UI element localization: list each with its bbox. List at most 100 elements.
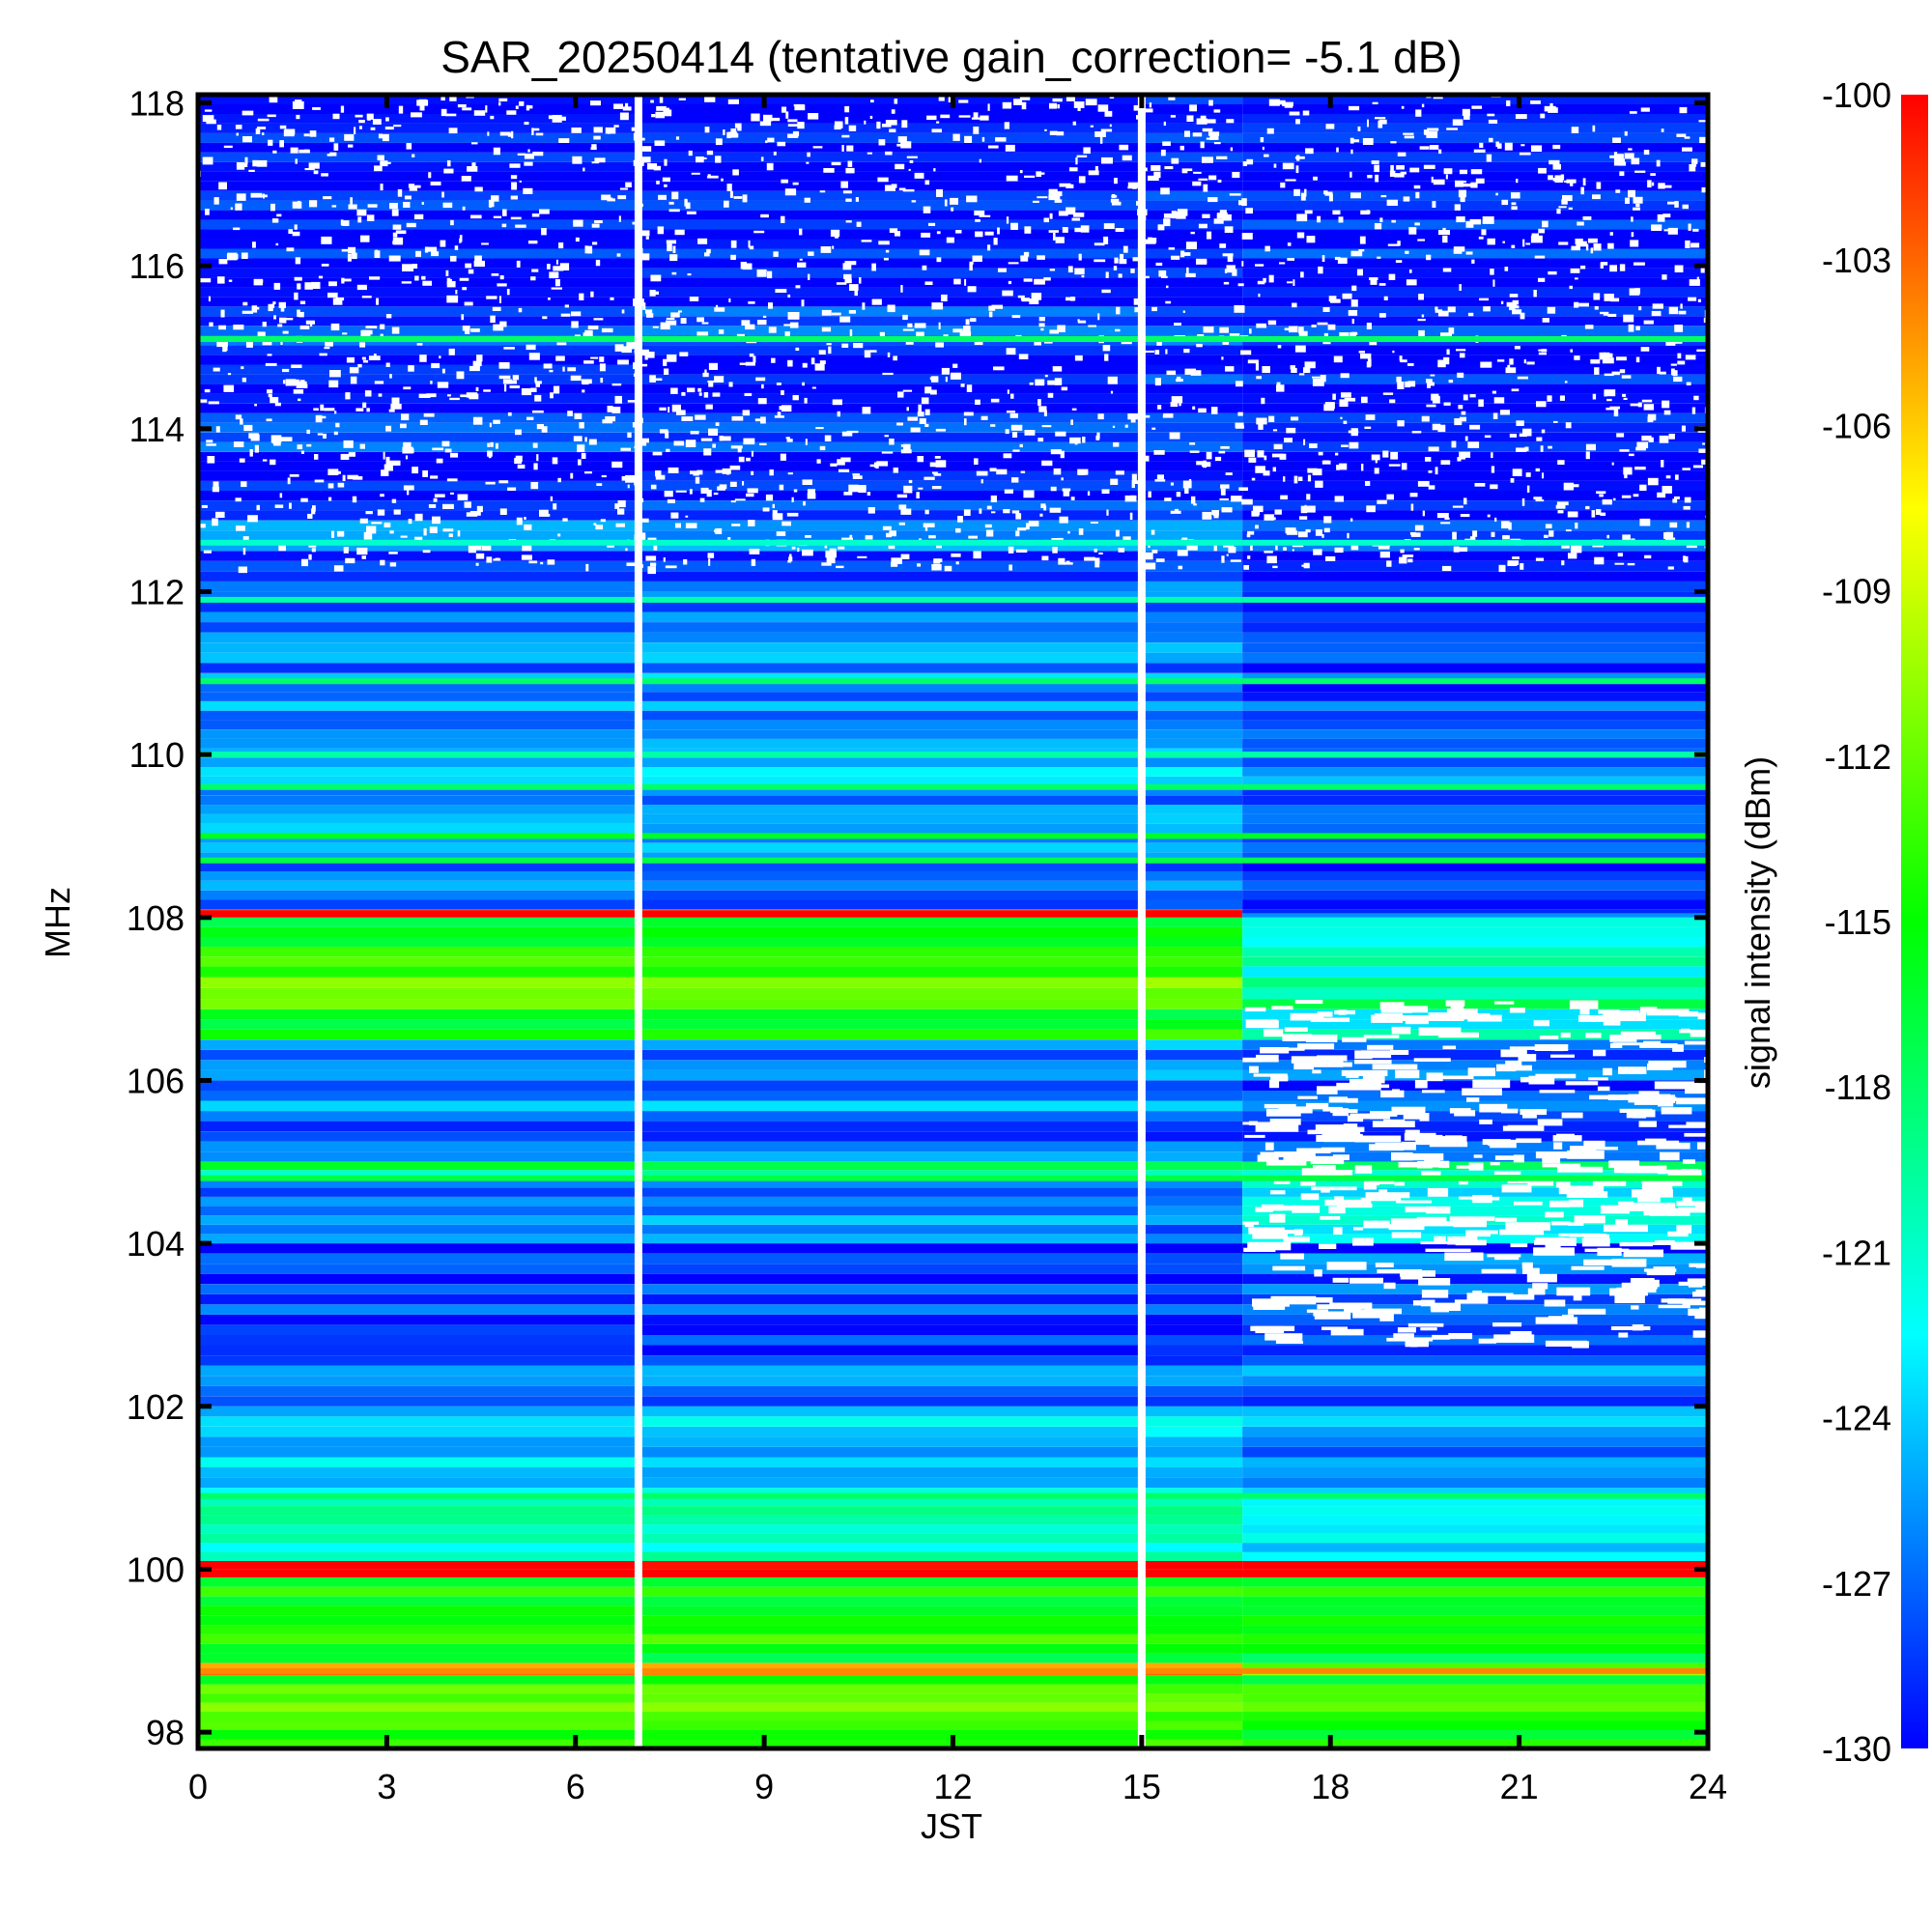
heatmap-dropout (1377, 256, 1381, 259)
heatmap-dropout (436, 458, 443, 464)
heatmap-dropout (1287, 242, 1292, 246)
heatmap-dropout (570, 472, 574, 479)
heatmap-cell (198, 1662, 636, 1669)
heatmap-dropout (1357, 126, 1361, 131)
heatmap-dropout (1298, 327, 1304, 334)
heatmap-dropout (688, 150, 693, 156)
spectral-line (641, 833, 1139, 839)
heatmap-dropout (392, 237, 404, 245)
heatmap-dropout (1227, 254, 1234, 262)
heatmap-dropout (1456, 216, 1465, 223)
heatmap-dropout (1639, 518, 1651, 526)
heatmap-dropout (929, 462, 937, 468)
heatmap-cell (198, 852, 636, 863)
heatmap-dropout (521, 554, 532, 560)
heatmap-dropout (276, 213, 282, 217)
heatmap-dropout (957, 516, 963, 523)
heatmap-dropout (1421, 1171, 1441, 1179)
heatmap-dropout (337, 482, 345, 488)
heatmap-dropout (298, 311, 304, 318)
heatmap-dropout (1198, 178, 1208, 181)
heatmap-dropout (1296, 155, 1300, 161)
heatmap-cell (198, 374, 636, 384)
heatmap-dropout (1350, 137, 1354, 144)
heatmap-dropout (470, 214, 482, 219)
colorbar-tick-label: -124 (1822, 1399, 1891, 1438)
heatmap-dropout (1619, 171, 1625, 177)
heatmap-dropout (1021, 101, 1027, 110)
heatmap-dropout (706, 248, 711, 254)
heatmap-dropout (560, 116, 566, 121)
heatmap-dropout (294, 276, 302, 281)
heatmap-dropout (1232, 172, 1240, 179)
heatmap-dropout (1602, 357, 1614, 364)
heatmap-dropout (887, 304, 895, 313)
heatmap-dropout (1413, 1058, 1451, 1062)
heatmap-dropout (1697, 1012, 1723, 1020)
spectral-line (641, 539, 1139, 546)
heatmap-dropout (805, 439, 808, 445)
heatmap-dropout (528, 560, 538, 564)
heatmap-dropout (787, 312, 800, 320)
heatmap-cell (641, 1314, 1139, 1325)
colorbar-label: signal intensity (dBm) (1738, 756, 1777, 1089)
heatmap-dropout (1230, 559, 1241, 562)
heatmap-dropout (1431, 176, 1434, 184)
heatmap-dropout (1276, 382, 1281, 388)
heatmap-dropout (614, 503, 619, 509)
heatmap-dropout (236, 162, 245, 170)
heatmap-dropout (1429, 145, 1439, 150)
heatmap-dropout (849, 329, 853, 337)
heatmap-dropout (654, 291, 659, 295)
heatmap-dropout (1615, 1010, 1640, 1017)
heatmap-dropout (1594, 305, 1599, 310)
heatmap-dropout (1473, 1154, 1483, 1158)
heatmap-dropout (1590, 247, 1594, 254)
heatmap-dropout (1417, 319, 1426, 322)
heatmap-dropout (1535, 468, 1541, 472)
heatmap-dropout (1221, 555, 1225, 563)
heatmap-dropout (1380, 195, 1387, 198)
heatmap-dropout (1277, 1047, 1305, 1051)
heatmap-dropout (1391, 1232, 1422, 1238)
heatmap-dropout (1505, 367, 1517, 374)
heatmap-cell (198, 1253, 636, 1264)
heatmap-dropout (1634, 467, 1646, 470)
heatmap-dropout (1617, 553, 1623, 557)
heatmap-dropout (321, 264, 329, 267)
heatmap-dropout (1090, 125, 1094, 128)
heatmap-dropout (1049, 102, 1057, 109)
heatmap-dropout (524, 122, 529, 126)
heatmap-dropout (347, 474, 358, 480)
heatmap-dropout (306, 429, 310, 435)
heatmap-dropout (802, 362, 808, 368)
heatmap-dropout (1160, 149, 1166, 156)
heatmap-cell (198, 470, 636, 481)
heatmap-dropout (658, 194, 667, 200)
heatmap-dropout (1535, 1317, 1577, 1324)
heatmap-dropout (1008, 546, 1014, 554)
heatmap-cell (1242, 899, 1708, 910)
heatmap-dropout (1336, 147, 1339, 153)
heatmap-dropout (300, 450, 304, 454)
heatmap-dropout (988, 305, 996, 311)
heatmap-dropout (1020, 255, 1029, 262)
heatmap-dropout (1313, 1165, 1336, 1172)
heatmap-dropout (1354, 1060, 1392, 1065)
heatmap-dropout (1590, 359, 1601, 364)
heatmap-dropout (1210, 407, 1218, 414)
heatmap-dropout (377, 155, 384, 161)
heatmap-dropout (1097, 413, 1104, 420)
heatmap-dropout (216, 341, 228, 348)
heatmap-cell (1145, 1406, 1242, 1417)
heatmap-dropout (650, 562, 657, 567)
heatmap-dropout (650, 99, 654, 103)
heatmap-cell (1242, 611, 1708, 622)
heatmap-dropout (1071, 217, 1081, 221)
heatmap-dropout (1220, 488, 1226, 496)
heatmap-dropout (321, 236, 332, 244)
heatmap-dropout (374, 381, 384, 384)
heatmap-cell (1145, 1215, 1242, 1225)
heatmap-dropout (737, 127, 742, 131)
heatmap-dropout (1055, 431, 1066, 437)
